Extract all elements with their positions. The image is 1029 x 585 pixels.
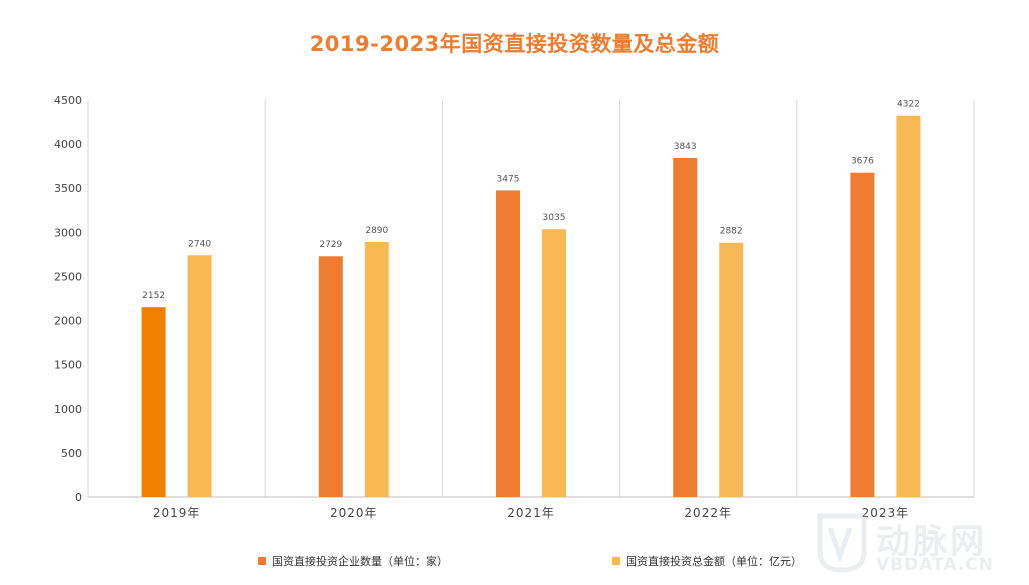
chart-title: 2019-2023年国资直接投资数量及总金额 [309,32,720,56]
y-tick-label: 4500 [54,94,82,107]
x-tick-label: 2020年 [330,506,378,520]
bar-amount [542,229,566,498]
x-tick-label: 2023年 [862,506,910,520]
y-tick-label: 3000 [54,226,82,239]
y-tick-label: 2500 [54,270,82,283]
y-tick-label: 500 [61,447,82,460]
data-label: 2882 [720,227,743,237]
legend-swatch-count [258,557,266,565]
bar-amount [187,255,212,497]
watermark-logo: 动脉网 VBDATA.CN [814,512,1019,578]
y-tick-label: 0 [75,491,82,504]
bar-count [318,256,343,497]
y-tick-label: 1500 [54,359,82,372]
data-label: 4322 [897,100,920,110]
data-label: 3475 [497,174,520,184]
data-label: 3035 [543,213,566,223]
data-label: 3676 [851,157,874,167]
y-tick-label: 2000 [54,315,82,328]
legend-item-count: 国资直接投资企业数量（单位：家） [258,553,448,569]
bar-amount [896,115,921,497]
x-axis-ticks: 2019年 2020年 2021年 2022年 2023年 [153,506,910,520]
y-tick-label: 1000 [54,403,82,416]
bar-amount [719,242,744,497]
legend-label-amount: 国资直接投资总金额（单位：亿元） [626,555,802,568]
bar-count [141,307,166,497]
data-label: 2729 [319,240,342,250]
x-tick-label: 2022年 [684,506,732,520]
watermark-text-en: VBDATA.CN [876,555,994,575]
x-tick-label: 2021年 [507,506,555,520]
bar-count [496,190,520,497]
vb-logo-icon [817,513,867,573]
y-axis-ticks: 0 500 1000 1500 2000 2500 3000 3500 4000 4500 [54,94,82,504]
bars [141,115,921,498]
x-tick-label: 2019年 [153,506,201,520]
data-label: 3843 [674,142,697,152]
grid-lines [87,100,975,498]
data-label: 2152 [142,291,165,301]
data-label: 2740 [188,239,211,249]
watermark-text-cn: 动脉网 [876,522,987,562]
legend-item-amount: 国资直接投资总金额（单位：亿元） [612,553,802,569]
bar-count [673,157,698,497]
bar-count [850,172,875,497]
y-tick-label: 4000 [54,138,82,151]
data-labels: 2152 2740 2729 2890 3475 3035 3843 2882 3676 4322 [142,100,920,301]
legend-label-count: 国资直接投资企业数量（单位：家） [272,555,448,568]
data-label: 2890 [365,226,388,236]
legend-swatch-amount [612,557,620,565]
y-tick-label: 3500 [54,182,82,195]
bar-amount [364,242,389,497]
